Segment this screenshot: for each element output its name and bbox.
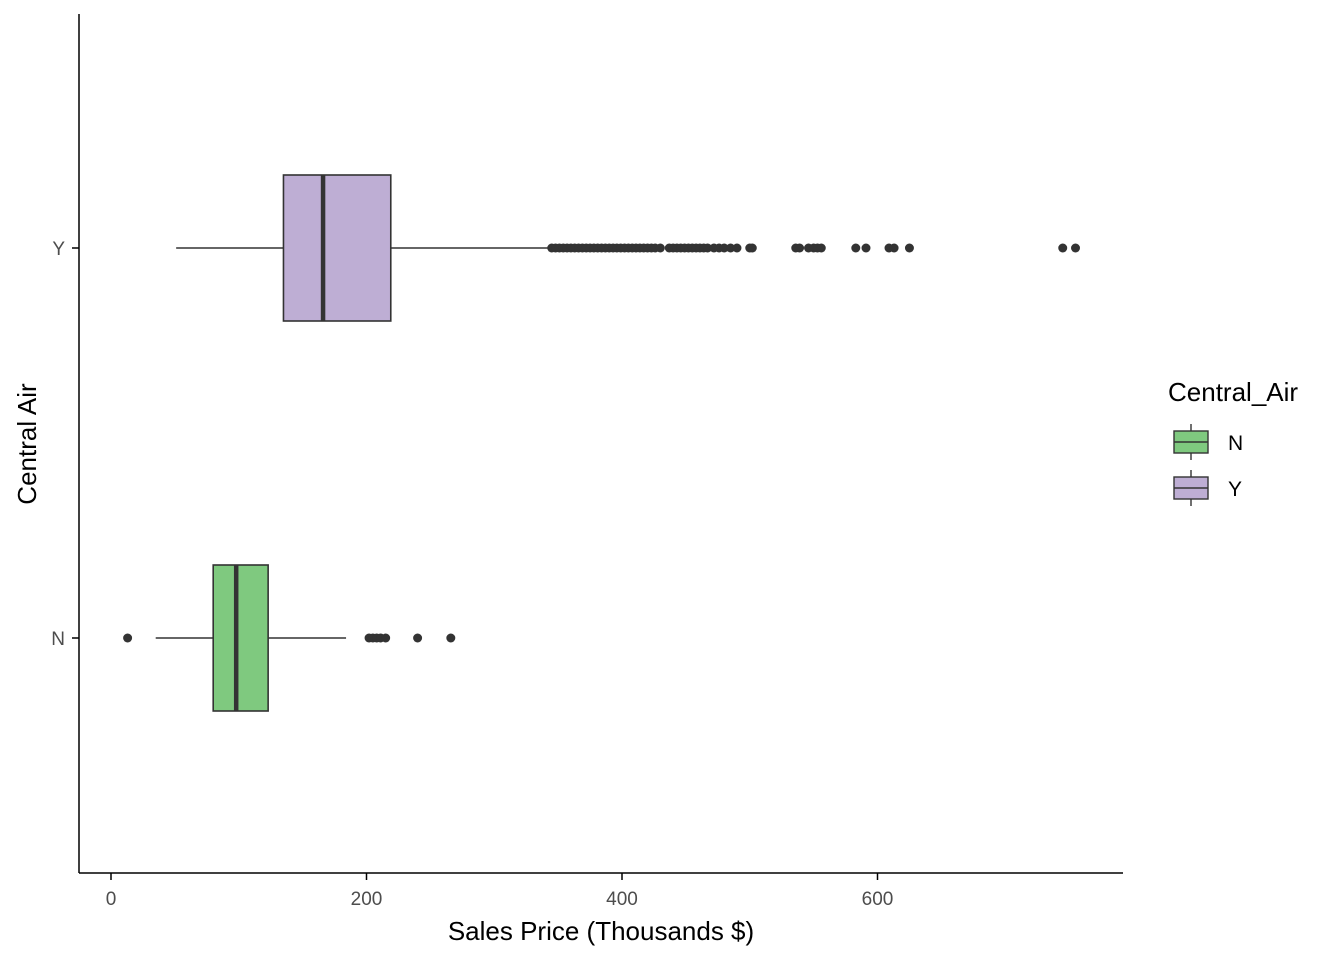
outlier-point-y bbox=[904, 243, 914, 253]
x-tick-label: 600 bbox=[862, 889, 894, 910]
y-tick-label: N bbox=[51, 629, 65, 650]
outlier-point-y bbox=[816, 243, 826, 253]
y-axis-title: Central Air bbox=[12, 383, 42, 505]
outlier-point-y bbox=[795, 243, 805, 253]
x-ticks: 0 200 400 600 bbox=[106, 873, 894, 910]
outlier-point-n bbox=[123, 633, 133, 643]
x-tick-label: 200 bbox=[351, 889, 383, 910]
outlier-point-y bbox=[889, 243, 899, 253]
outlier-point-y bbox=[726, 243, 736, 253]
box-y bbox=[176, 174, 1081, 322]
outlier-point-n bbox=[381, 633, 391, 643]
x-tick-label: 0 bbox=[106, 889, 117, 910]
outlier-point-y bbox=[655, 243, 665, 253]
legend: Central_Air NY bbox=[1168, 377, 1298, 506]
box-n bbox=[123, 564, 456, 712]
outlier-point-y bbox=[861, 243, 871, 253]
x-axis-title: Sales Price (Thousands $) bbox=[448, 916, 754, 946]
outlier-point-y bbox=[1071, 243, 1081, 253]
x-tick-label: 400 bbox=[606, 889, 638, 910]
legend-label-n: N bbox=[1228, 432, 1243, 455]
outlier-point-y bbox=[719, 243, 729, 253]
outlier-point-y bbox=[1058, 243, 1068, 253]
outlier-point-n bbox=[446, 633, 456, 643]
legend-item-y: Y bbox=[1173, 470, 1242, 506]
outlier-point-n bbox=[413, 633, 423, 643]
outlier-point-y bbox=[732, 243, 742, 253]
legend-item-n: N bbox=[1173, 424, 1243, 460]
y-ticks: NY bbox=[51, 239, 79, 650]
legend-keys: NY bbox=[1173, 424, 1243, 506]
outlier-point-y bbox=[703, 243, 713, 253]
axes bbox=[78, 14, 1123, 874]
plot-area bbox=[123, 174, 1081, 712]
iqr-box-n bbox=[212, 564, 269, 712]
legend-label-y: Y bbox=[1228, 478, 1242, 501]
legend-title: Central_Air bbox=[1168, 377, 1298, 407]
outlier-point-y bbox=[747, 243, 757, 253]
iqr-box-y bbox=[282, 174, 392, 322]
outlier-point-y bbox=[851, 243, 861, 253]
y-tick-label: Y bbox=[52, 239, 65, 260]
